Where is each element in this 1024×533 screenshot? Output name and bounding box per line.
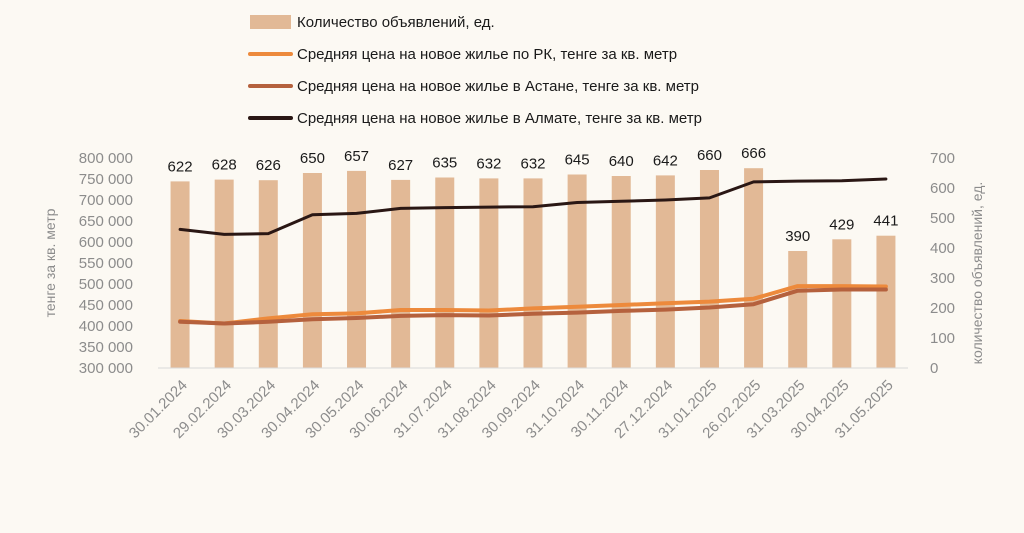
bar-data-label: 640: [609, 153, 634, 170]
series-line-3: [178, 177, 888, 236]
left-tick-label: 500 000: [79, 276, 133, 293]
bar: [479, 178, 499, 368]
bar-data-label: 627: [388, 157, 413, 174]
left-tick-label: 300 000: [79, 360, 133, 377]
bar-data-label: 632: [476, 155, 501, 172]
legend-entry: Средняя цена на новое жилье в Алмате, те…: [297, 110, 702, 127]
legend-entry: Количество объявлений, ед.: [297, 14, 495, 31]
left-axis-ticks: 300 000 350 000 400 000 450 000 500 000 550 0…: [79, 150, 133, 377]
right-tick-label: 200: [930, 300, 955, 317]
bar: [699, 170, 719, 368]
bar-data-label: 650: [300, 150, 325, 167]
right-tick-label: 600: [930, 180, 955, 197]
bar: [655, 175, 675, 368]
bar: [302, 173, 322, 368]
bar: [391, 179, 411, 368]
bar-data-label: 642: [653, 152, 678, 169]
bar-data-label: 390: [785, 228, 810, 245]
line-series: [178, 177, 888, 326]
series-line-1: [178, 284, 888, 326]
bar-data-label: 429: [829, 216, 854, 233]
bar-data-label: 635: [432, 155, 457, 172]
bar: [567, 174, 587, 368]
bar: [523, 178, 543, 368]
legend-swatch-bar: [250, 15, 291, 29]
bar: [876, 235, 896, 368]
bar: [435, 177, 455, 368]
legend-entry: Средняя цена на новое жилье по РК, тенге…: [297, 46, 677, 63]
bar: [744, 168, 764, 368]
right-axis-title: количество объявлений, ед.: [969, 182, 985, 365]
bar: [611, 176, 631, 368]
left-tick-label: 550 000: [79, 255, 133, 272]
left-tick-label: 400 000: [79, 318, 133, 335]
bar: [347, 170, 367, 368]
legend: Количество объявлений, ед. Средняя цена н…: [248, 14, 702, 127]
left-tick-label: 350 000: [79, 339, 133, 356]
bar: [214, 179, 234, 368]
right-axis-ticks: 0 100 200 300 400 500 600 700: [930, 150, 955, 377]
series-line-2: [178, 287, 888, 326]
bar: [258, 180, 278, 368]
bar-data-label: 666: [741, 145, 766, 162]
bar: [170, 181, 190, 368]
right-tick-label: 300: [930, 270, 955, 287]
bar-data-labels: 622 628 626 650 657 627 635 632 632 645 640 642 660 6…: [168, 145, 899, 245]
left-tick-label: 800 000: [79, 150, 133, 167]
bar-data-label: 441: [873, 213, 898, 230]
right-tick-label: 500: [930, 210, 955, 227]
bar-data-label: 622: [168, 158, 193, 175]
bar: [832, 239, 852, 368]
bar: [788, 251, 808, 368]
bar-data-label: 657: [344, 148, 369, 165]
legend-entry: Средняя цена на новое жилье в Астане, те…: [297, 78, 699, 95]
x-axis-ticks: 30.01.202429.02.202430.03.202430.04.2024…: [126, 377, 897, 442]
right-tick-label: 700: [930, 150, 955, 167]
right-tick-label: 0: [930, 360, 938, 377]
bar-data-label: 660: [697, 147, 722, 164]
left-tick-label: 750 000: [79, 171, 133, 188]
bar-data-label: 626: [256, 157, 281, 174]
bar-data-label: 628: [212, 157, 237, 174]
left-tick-label: 700 000: [79, 192, 133, 209]
bar-data-label: 632: [520, 155, 545, 172]
right-tick-label: 400: [930, 240, 955, 257]
left-tick-label: 600 000: [79, 234, 133, 251]
right-tick-label: 100: [930, 330, 955, 347]
left-tick-label: 450 000: [79, 297, 133, 314]
bar-series: [170, 168, 896, 368]
left-axis-title: тенге за кв. метр: [42, 208, 58, 317]
bar-data-label: 645: [565, 152, 590, 169]
left-tick-label: 650 000: [79, 213, 133, 230]
